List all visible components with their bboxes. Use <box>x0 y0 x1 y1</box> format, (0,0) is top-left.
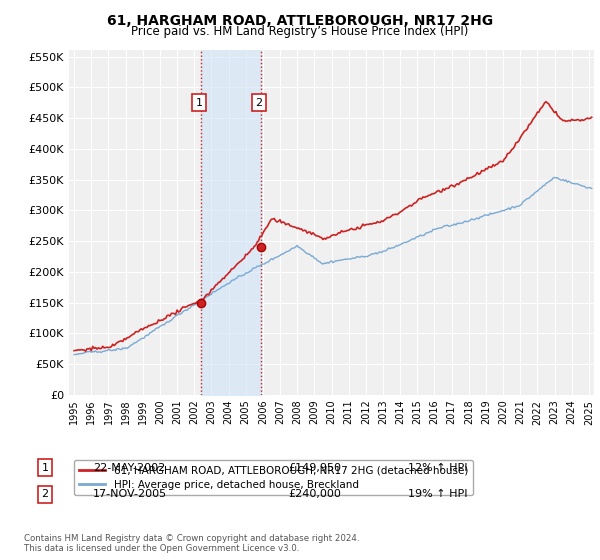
Text: £240,000: £240,000 <box>288 489 341 500</box>
Text: 12% ↑ HPI: 12% ↑ HPI <box>408 463 467 473</box>
Text: Price paid vs. HM Land Registry’s House Price Index (HPI): Price paid vs. HM Land Registry’s House … <box>131 25 469 38</box>
Text: 19% ↑ HPI: 19% ↑ HPI <box>408 489 467 500</box>
Legend: 61, HARGHAM ROAD, ATTLEBOROUGH, NR17 2HG (detached house), HPI: Average price, d: 61, HARGHAM ROAD, ATTLEBOROUGH, NR17 2HG… <box>74 460 473 495</box>
Text: 1: 1 <box>196 97 202 108</box>
Text: £149,950: £149,950 <box>288 463 341 473</box>
Text: 61, HARGHAM ROAD, ATTLEBOROUGH, NR17 2HG: 61, HARGHAM ROAD, ATTLEBOROUGH, NR17 2HG <box>107 14 493 28</box>
Text: Contains HM Land Registry data © Crown copyright and database right 2024.
This d: Contains HM Land Registry data © Crown c… <box>24 534 359 553</box>
Text: 2: 2 <box>41 489 49 500</box>
Text: 1: 1 <box>41 463 49 473</box>
Text: 17-NOV-2005: 17-NOV-2005 <box>93 489 167 500</box>
Text: 22-MAY-2002: 22-MAY-2002 <box>93 463 165 473</box>
Text: 2: 2 <box>256 97 262 108</box>
